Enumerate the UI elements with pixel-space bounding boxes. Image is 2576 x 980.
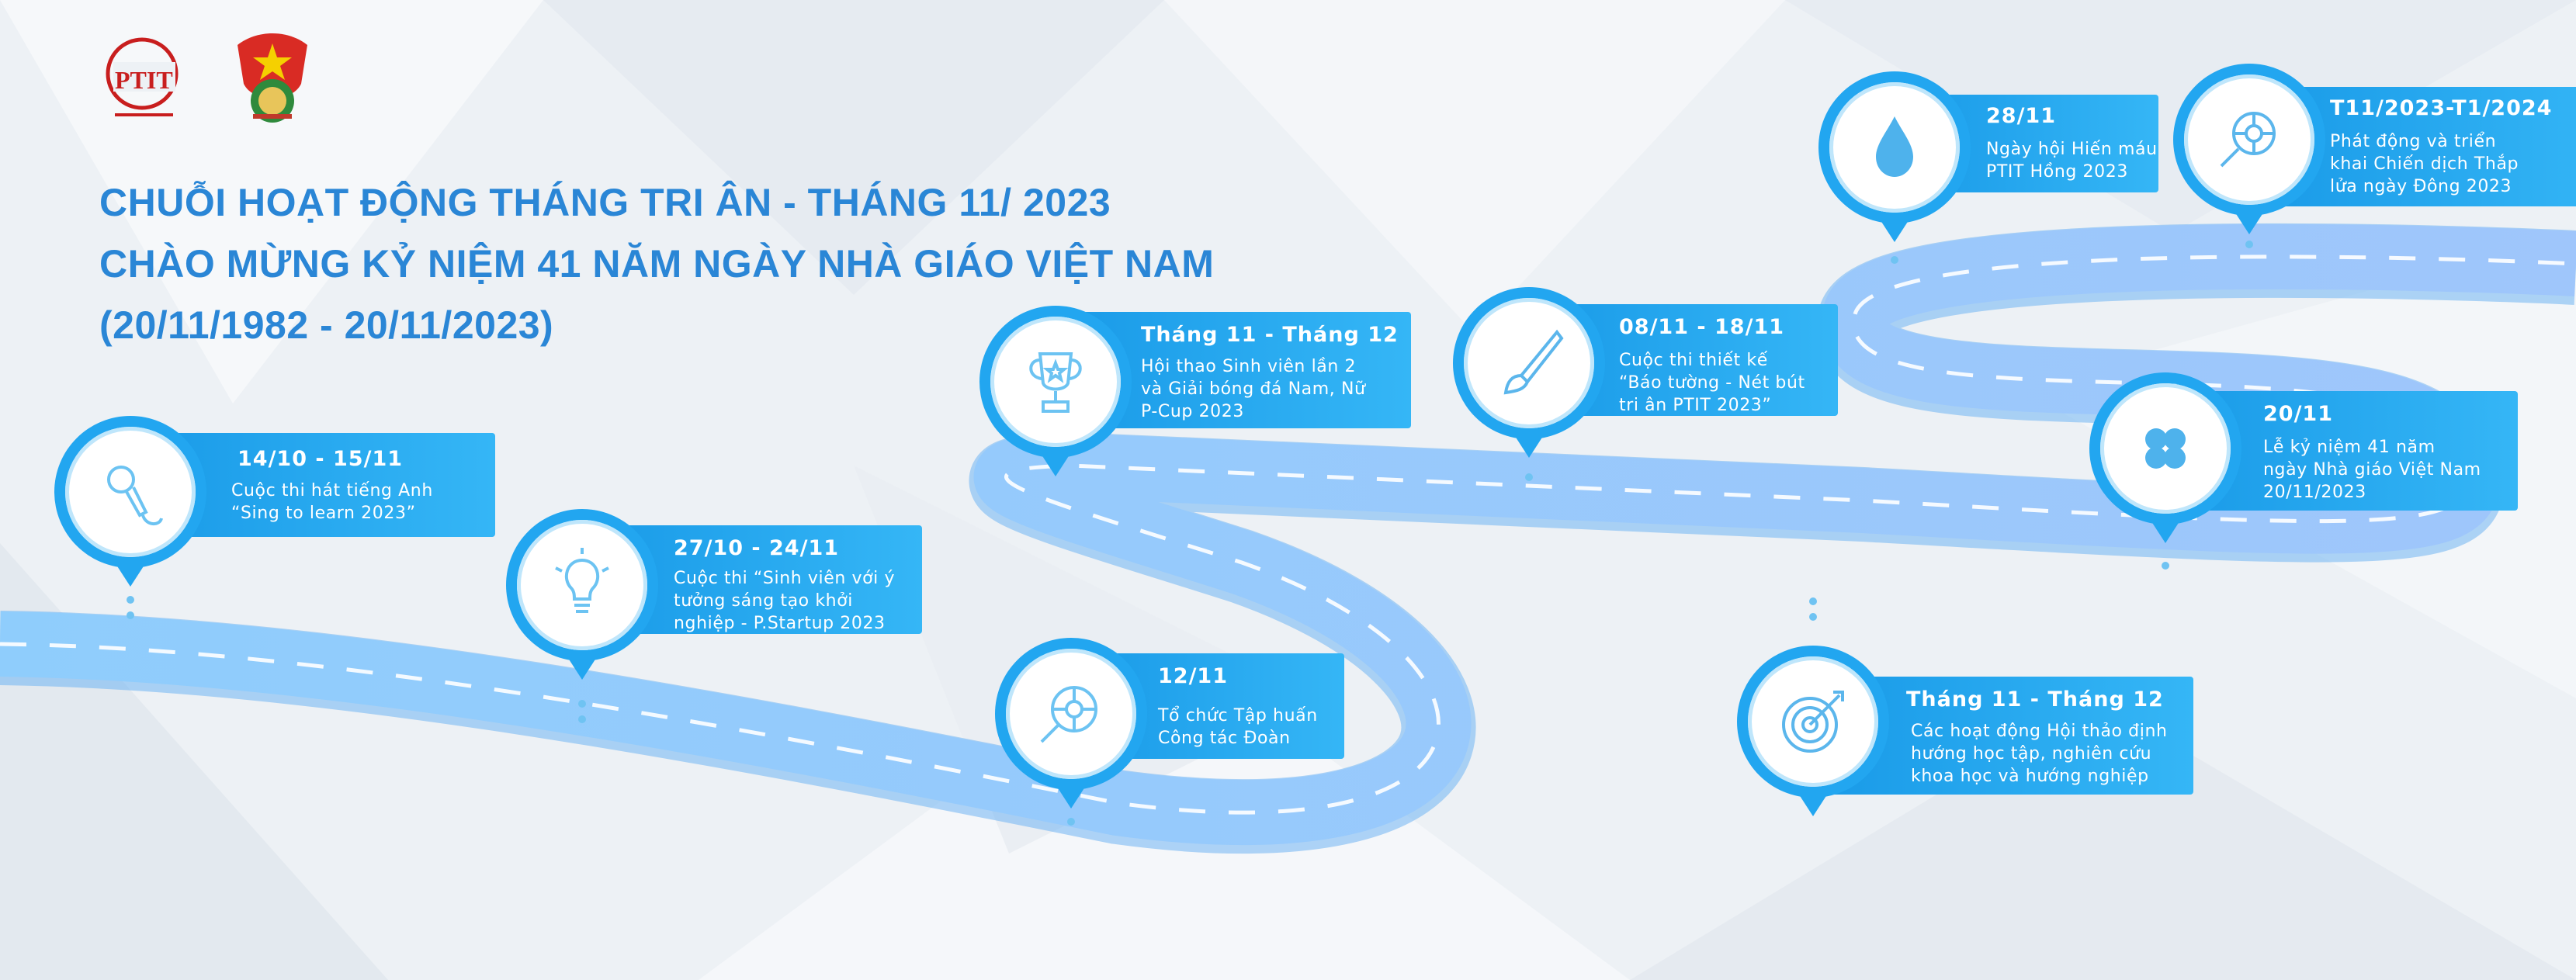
desc-line: PTIT Hồng 2023 (1986, 162, 2128, 182)
desc-line: Hội thao Sinh viên lần 2 (1141, 357, 1357, 376)
desc-line: tri ân PTIT 2023” (1619, 396, 1772, 415)
desc-line: khai Chiến dịch Thắp (2330, 154, 2519, 174)
water-drop-icon (1876, 116, 1913, 177)
title-line-3: (20/11/1982 - 20/11/2023) (99, 303, 554, 347)
milestone-description: Ngày hội Hiến máu PTIT Hồng 2023 (1986, 138, 2158, 183)
desc-line: “Sing to learn 2023” (231, 504, 416, 523)
milestone-pin (54, 416, 206, 568)
trophy-icon (1029, 352, 1082, 413)
milestone-date: Tháng 11 - Tháng 12 (1141, 323, 1399, 347)
milestone-description: Lễ kỷ niệm 41 năm ngày Nhà giáo Việt Nam… (2263, 436, 2481, 504)
milestone-pin (979, 306, 1132, 458)
milestone-date: 08/11 - 18/11 (1619, 315, 1785, 339)
target-arrow-icon (1782, 691, 1844, 753)
desc-line: lửa ngày Đông 2023 (2330, 177, 2512, 196)
desc-line: Cuộc thi thiết kế (1619, 351, 1768, 370)
desc-line: Ngày hội Hiến máu (1986, 140, 2158, 159)
youth-union-logo (230, 29, 315, 126)
desc-line: hướng học tập, nghiên cứu (1911, 744, 2152, 764)
desc-line: khoa học và hướng nghiệp (1911, 767, 2149, 786)
desc-line: 20/11/2023 (2263, 483, 2366, 502)
desc-line: Các hoạt động Hội thảo định (1911, 722, 2168, 741)
milestone-card: T11/2023-T1/2024 Phát động và triển khai… (2265, 87, 2576, 206)
desc-line: nghiệp - P.Startup 2023 (674, 614, 886, 633)
desc-line: và Giải bóng đá Nam, Nữ (1141, 379, 1366, 399)
milestone-pin (506, 509, 658, 661)
magnifier-target-icon (1040, 686, 1097, 743)
milestone-date: 20/11 (2263, 402, 2334, 426)
milestone-description: Cuộc thi “Sinh viên với ý tưởng sáng tạo… (674, 567, 895, 635)
milestone-date: 27/10 - 24/11 (674, 536, 840, 560)
desc-line: Phát động và triển (2330, 132, 2497, 151)
milestone-description: Cuộc thi thiết kế “Báo tường - Nét bút t… (1619, 349, 1805, 417)
title-line-1: CHUỖI HOẠT ĐỘNG THÁNG TRI ÂN - THÁNG 11/… (99, 181, 1111, 224)
desc-line: Lễ kỷ niệm 41 năm (2263, 438, 2436, 457)
milestone-description: Hội thao Sinh viên lần 2 và Giải bóng đá… (1141, 355, 1366, 423)
desc-line: Tổ chức Tập huấn (1158, 706, 1318, 725)
milestone-description: Phát động và triển khai Chiến dịch Thắp … (2330, 130, 2519, 198)
milestone-description: Các hoạt động Hội thảo định hướng học tậ… (1911, 720, 2168, 788)
ptit-logo-text: PTIT (115, 66, 173, 94)
milestone-pin (995, 638, 1147, 790)
milestone-description: Tổ chức Tập huấn Công tác Đoàn (1158, 705, 1318, 750)
desc-line: Cuộc thi “Sinh viên với ý (674, 569, 896, 588)
milestone-description: Cuộc thi hát tiếng Anh “Sing to learn 20… (231, 480, 433, 525)
milestone-card: 20/11 Lễ kỷ niệm 41 năm ngày Nhà giáo Vi… (2181, 391, 2518, 511)
title-line-2: CHÀO MỪNG KỶ NIỆM 41 NĂM NGÀY NHÀ GIÁO V… (99, 242, 1215, 286)
milestone-date: 12/11 (1158, 664, 1229, 688)
desc-line: Cuộc thi hát tiếng Anh (231, 481, 433, 500)
desc-line: tưởng sáng tạo khởi (674, 591, 853, 611)
paintbrush-icon (1503, 329, 1564, 395)
microphone-icon (107, 466, 163, 525)
lightbulb-icon (555, 548, 609, 613)
desc-line: Công tác Đoàn (1158, 729, 1291, 748)
milestone-date: 28/11 (1986, 104, 2057, 128)
milestone-card: Tháng 11 - Tháng 12 Hội thao Sinh viên l… (1071, 312, 1411, 428)
desc-line: “Báo tường - Nét bút (1619, 373, 1805, 393)
milestone-date: Tháng 11 - Tháng 12 (1906, 687, 2164, 712)
milestone-date: T11/2023-T1/2024 (2330, 96, 2553, 120)
clover-icon (2145, 428, 2186, 469)
desc-line: ngày Nhà giáo Việt Nam (2263, 460, 2481, 480)
milestone-pin (2089, 372, 2241, 525)
milestone-pin (1453, 287, 1605, 439)
desc-line: P-Cup 2023 (1141, 402, 1244, 421)
magnifier-target-icon (2220, 112, 2276, 168)
milestone-date: 14/10 - 15/11 (237, 447, 404, 471)
ptit-logo: PTIT (99, 31, 185, 124)
milestone-card: Tháng 11 - Tháng 12 Các hoạt động Hội th… (1829, 677, 2193, 795)
